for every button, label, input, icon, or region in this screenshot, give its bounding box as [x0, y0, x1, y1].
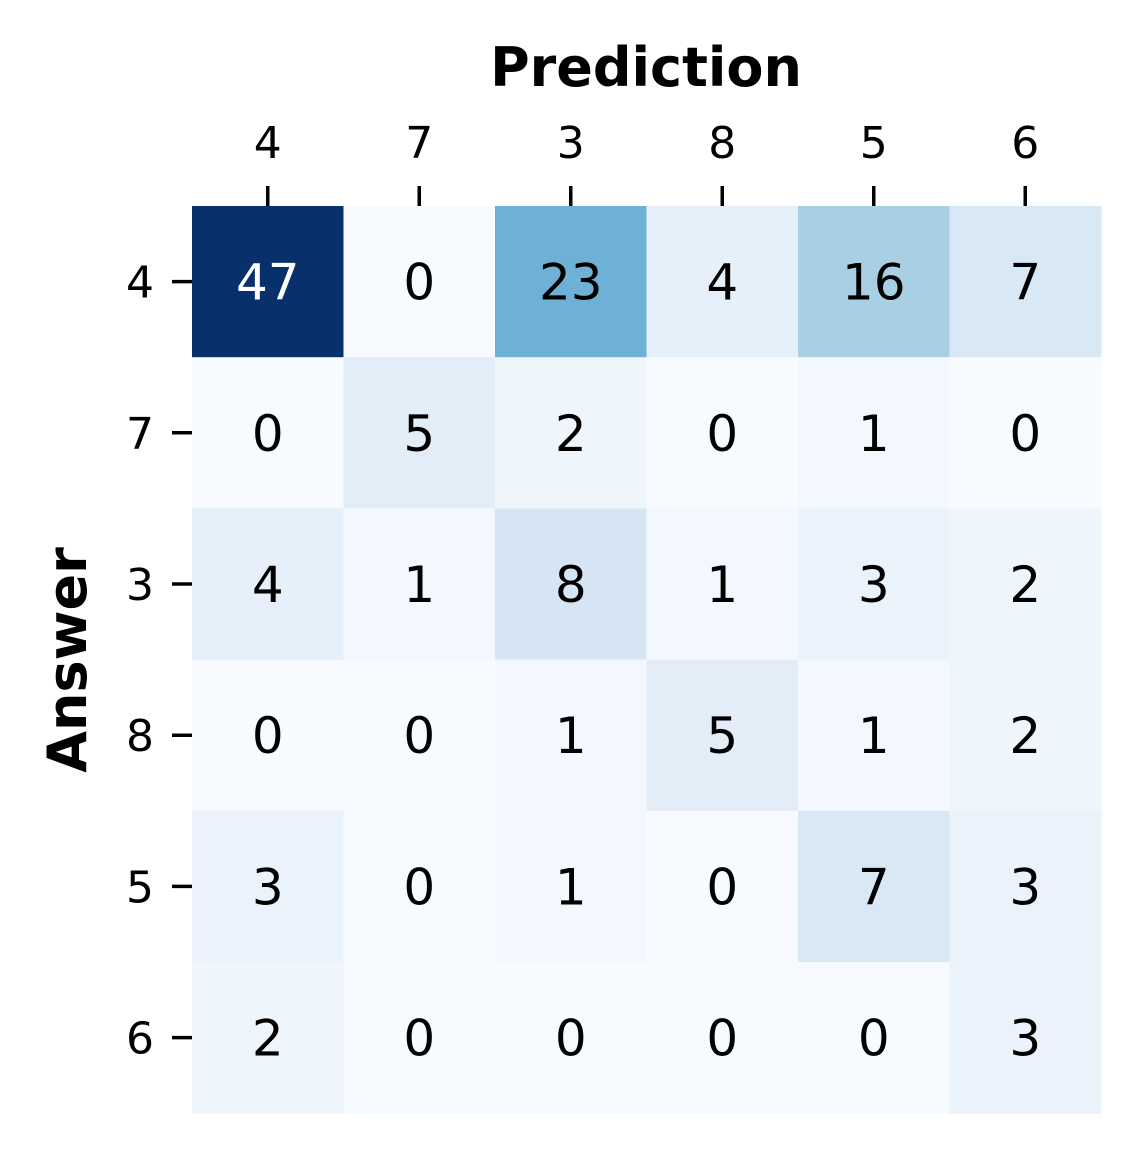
cell-value-label: 0 — [403, 254, 435, 312]
heatmap-cell-6-6 — [949, 962, 1102, 1114]
cell-value-label: 0 — [706, 405, 738, 463]
cell-value-label: 8 — [555, 556, 587, 614]
heatmap-cell-8-5 — [798, 659, 951, 812]
cell-value-label: 0 — [252, 707, 284, 765]
heatmap-cell-6-4 — [192, 962, 345, 1114]
cell-value-label: 1 — [403, 556, 435, 614]
cell-value-label: 1 — [858, 707, 890, 765]
y-tick-label: 7 — [126, 409, 154, 460]
cell-value-label: 7 — [1009, 254, 1041, 312]
heatmap-cell-5-8 — [646, 810, 799, 963]
cell-value-label: 0 — [403, 707, 435, 765]
y-tick-label: 6 — [126, 1014, 154, 1065]
cell-value-label: 2 — [252, 1010, 284, 1068]
cell-value-label: 4 — [252, 556, 284, 614]
x-tick-label: 8 — [708, 118, 736, 169]
cell-value-label: 0 — [555, 1010, 587, 1068]
cell-value-label: 0 — [706, 858, 738, 916]
heatmap-cell-3-5 — [798, 508, 951, 661]
cell-value-label: 16 — [842, 254, 906, 312]
cell-value-label: 0 — [403, 1010, 435, 1068]
x-tick-label: 5 — [860, 118, 888, 169]
heatmap-cell-labels: 47 0 23 4 16 70 5 2 0 1 04 1 8 1 3 20 0 1 5 1 23 0 1 0 7 32 0 0 0 0 3 — [236, 254, 1041, 1068]
heatmap-cell-7-8 — [646, 357, 799, 509]
heatmap-cell-4-5 — [798, 206, 951, 358]
x-tick-label: 7 — [405, 118, 433, 169]
heatmap-cell-5-5 — [798, 810, 951, 963]
heatmap-cell-4-3 — [495, 206, 648, 358]
heatmap-cell-4-8 — [646, 206, 799, 358]
heatmap-cell-4-7 — [343, 206, 496, 358]
cell-value-label: 1 — [858, 405, 890, 463]
heatmap-cell-7-4 — [192, 357, 345, 509]
y-tick-label: 5 — [126, 862, 154, 913]
cell-value-label: 5 — [403, 405, 435, 463]
heatmap-cell-3-8 — [646, 508, 799, 661]
heatmap-cell-7-6 — [949, 357, 1102, 509]
heatmap-cell-7-3 — [495, 357, 648, 509]
heatmap-cell-5-7 — [343, 810, 496, 963]
heatmap-cell-3-6 — [949, 508, 1102, 661]
cell-value-label: 0 — [403, 858, 435, 916]
cell-value-label: 3 — [252, 858, 284, 916]
cell-value-label: 7 — [858, 858, 890, 916]
heatmap-cell-8-4 — [192, 659, 345, 812]
heatmap-cell-5-3 — [495, 810, 648, 963]
cell-value-label: 23 — [539, 254, 603, 312]
heatmap-cell-5-4 — [192, 810, 345, 963]
heatmap-cell-7-7 — [343, 357, 496, 509]
heatmap-cell-6-8 — [646, 962, 799, 1114]
x-tick-label: 3 — [557, 118, 585, 169]
cell-value-label: 1 — [555, 858, 587, 916]
cell-value-label: 5 — [706, 707, 738, 765]
cell-value-label: 3 — [1009, 858, 1041, 916]
cell-value-label: 2 — [555, 405, 587, 463]
heatmap-cell-4-6 — [949, 206, 1102, 358]
cell-value-label: 47 — [236, 254, 300, 312]
heatmap-cell-6-7 — [343, 962, 496, 1114]
cell-value-label: 2 — [1009, 707, 1041, 765]
cell-value-label: 0 — [1009, 405, 1041, 463]
heatmap-cell-6-5 — [798, 962, 951, 1114]
heatmap-cell-8-3 — [495, 659, 648, 812]
cell-value-label: 3 — [858, 556, 890, 614]
heatmap-cell-4-4 — [192, 206, 345, 358]
cell-value-label: 2 — [1009, 556, 1041, 614]
y-tick-label: 3 — [126, 560, 154, 611]
cell-value-label: 1 — [555, 707, 587, 765]
y-axis-title: Answer — [36, 547, 99, 773]
cell-value-label: 0 — [252, 405, 284, 463]
cell-value-label: 0 — [858, 1010, 890, 1068]
y-tick-label: 8 — [126, 711, 154, 762]
x-axis-title: Prediction — [490, 36, 802, 99]
heatmap-cell-6-3 — [495, 962, 648, 1114]
y-axis-ticks: 4 7 3 8 5 6 — [126, 258, 192, 1065]
x-tick-label: 4 — [254, 118, 282, 169]
heatmap-cell-8-8 — [646, 659, 799, 812]
cell-value-label: 4 — [706, 254, 738, 312]
heatmap-cell-5-6 — [949, 810, 1102, 963]
x-axis-ticks: 4 7 3 8 5 6 — [254, 118, 1039, 206]
cell-value-label: 3 — [1009, 1010, 1041, 1068]
heatmap-cell-3-3 — [495, 508, 648, 661]
cell-value-label: 0 — [706, 1010, 738, 1068]
heatmap-cells — [192, 206, 1102, 1114]
heatmap-cell-7-5 — [798, 357, 951, 509]
heatmap-cell-8-6 — [949, 659, 1102, 812]
heatmap-cell-3-7 — [343, 508, 496, 661]
heatmap-cell-3-4 — [192, 508, 345, 661]
cell-value-label: 1 — [706, 556, 738, 614]
x-tick-label: 6 — [1011, 118, 1039, 169]
y-tick-label: 4 — [126, 258, 154, 309]
heatmap-cell-8-7 — [343, 659, 496, 812]
